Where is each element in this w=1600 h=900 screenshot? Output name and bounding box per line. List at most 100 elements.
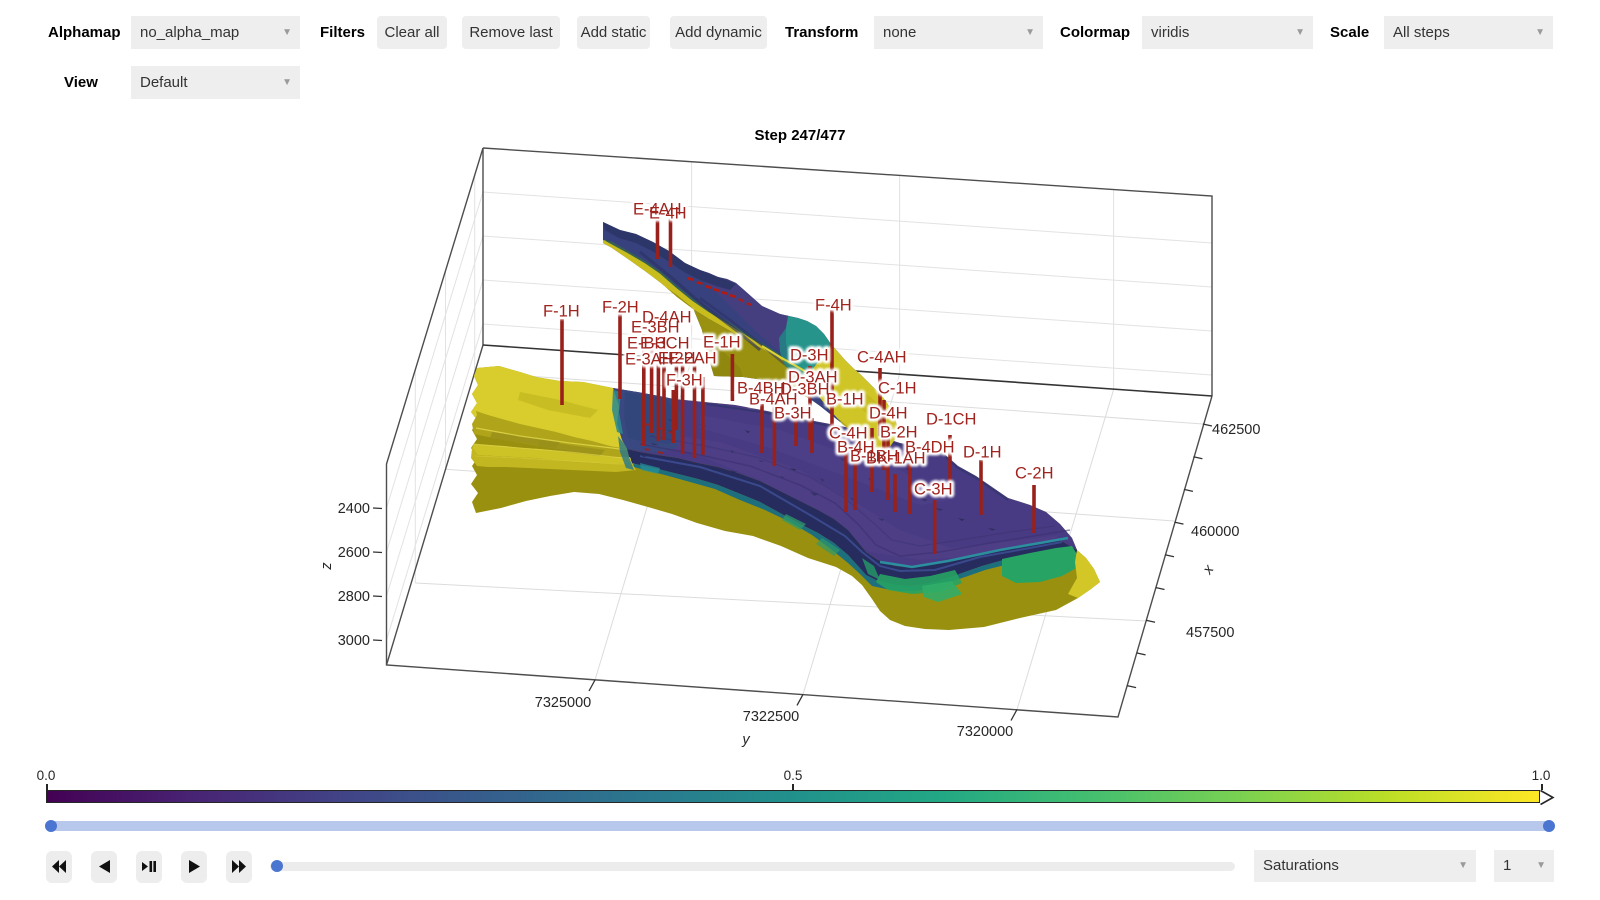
svg-text:E-BH: E-BH bbox=[627, 335, 666, 353]
svg-text:E-2AH: E-2AH bbox=[668, 350, 717, 368]
svg-text:E-1H: E-1H bbox=[703, 334, 741, 352]
svg-text:C-2H: C-2H bbox=[1015, 465, 1054, 483]
svg-text:D-3BH: D-3BH bbox=[780, 381, 830, 399]
svg-text:B-2H: B-2H bbox=[880, 424, 918, 442]
svg-text:B-3H: B-3H bbox=[774, 405, 812, 423]
svg-text:D-3AH: D-3AH bbox=[788, 369, 838, 387]
svg-text:D-4AH: D-4AH bbox=[642, 309, 692, 327]
svg-text:F-3H: F-3H bbox=[666, 372, 703, 390]
svg-text:457500: 457500 bbox=[1186, 625, 1234, 641]
svg-text:B-1H: B-1H bbox=[826, 391, 864, 409]
svg-text:D-1CH: D-1CH bbox=[926, 411, 976, 429]
svg-text:E-2AH: E-2AH bbox=[668, 350, 717, 368]
svg-text:D-4H: D-4H bbox=[869, 405, 908, 423]
svg-text:D-3H: D-3H bbox=[790, 347, 829, 365]
svg-text:7322500: 7322500 bbox=[743, 709, 799, 725]
svg-text:D-4AH: D-4AH bbox=[642, 309, 692, 327]
svg-text:C-2H: C-2H bbox=[1015, 465, 1054, 483]
svg-text:D-3BH: D-3BH bbox=[780, 381, 830, 399]
svg-text:B-2H: B-2H bbox=[880, 424, 918, 442]
svg-text:E-3CH: E-3CH bbox=[640, 335, 690, 353]
svg-text:E-1H: E-1H bbox=[703, 334, 741, 352]
svg-text:D-3H: D-3H bbox=[790, 347, 829, 365]
svg-text:E-1H: E-1H bbox=[703, 334, 741, 352]
svg-text:F-2H: F-2H bbox=[602, 299, 639, 317]
svg-text:E-2AH: E-2AH bbox=[668, 350, 717, 368]
svg-text:F-1H: F-1H bbox=[543, 303, 580, 321]
svg-text:E-4H: E-4H bbox=[649, 205, 687, 223]
svg-text:D-1H: D-1H bbox=[963, 444, 1002, 462]
svg-text:B-4BH: B-4BH bbox=[737, 380, 786, 398]
svg-text:D-1H: D-1H bbox=[963, 444, 1002, 462]
svg-text:B-4H: B-4H bbox=[837, 439, 875, 457]
svg-text:D-3H: D-3H bbox=[790, 347, 829, 365]
svg-text:E-2H: E-2H bbox=[658, 350, 696, 368]
svg-text:E-3AH: E-3AH bbox=[625, 351, 674, 369]
svg-text:F-3H: F-3H bbox=[666, 372, 703, 390]
svg-text:D-3AH: D-3AH bbox=[788, 369, 838, 387]
svg-text:E-4H: E-4H bbox=[649, 205, 687, 223]
svg-text:z: z bbox=[319, 562, 335, 571]
svg-text:E-4AH: E-4AH bbox=[633, 201, 682, 219]
svg-text:F-4H: F-4H bbox=[815, 297, 852, 315]
svg-text:B-2H: B-2H bbox=[880, 424, 918, 442]
svg-text:B-4AH: B-4AH bbox=[749, 391, 798, 409]
svg-text:2600: 2600 bbox=[338, 545, 370, 561]
svg-text:E-3AH: E-3AH bbox=[625, 351, 674, 369]
svg-text:E-4H: E-4H bbox=[649, 205, 687, 223]
svg-text:2800: 2800 bbox=[338, 589, 370, 605]
svg-text:E-2H: E-2H bbox=[658, 350, 696, 368]
svg-text:C-1H: C-1H bbox=[878, 380, 917, 398]
svg-text:F-2H: F-2H bbox=[602, 299, 639, 317]
svg-text:E-3BH: E-3BH bbox=[631, 319, 680, 337]
svg-text:F-2H: F-2H bbox=[602, 299, 639, 317]
svg-text:C-3H: C-3H bbox=[914, 481, 953, 499]
svg-text:B-1BH: B-1BH bbox=[850, 448, 899, 466]
svg-text:C-4H: C-4H bbox=[829, 425, 868, 443]
svg-text:B-4H: B-4H bbox=[837, 439, 875, 457]
svg-text:B-3H: B-3H bbox=[774, 405, 812, 423]
svg-text:C-4AH: C-4AH bbox=[857, 349, 907, 367]
svg-text:3000: 3000 bbox=[338, 633, 370, 649]
svg-text:F-1H: F-1H bbox=[543, 303, 580, 321]
svg-text:E-4AH: E-4AH bbox=[633, 201, 682, 219]
svg-text:BK-1AH: BK-1AH bbox=[866, 450, 926, 468]
svg-text:D-3BH: D-3BH bbox=[780, 381, 830, 399]
svg-text:E-3AH: E-3AH bbox=[625, 351, 674, 369]
svg-text:x: x bbox=[1200, 562, 1218, 579]
svg-text:2400: 2400 bbox=[338, 501, 370, 517]
svg-text:E-BH: E-BH bbox=[627, 335, 666, 353]
svg-text:y: y bbox=[741, 732, 750, 748]
svg-text:7325000: 7325000 bbox=[535, 695, 591, 711]
svg-text:B-1H: B-1H bbox=[826, 391, 864, 409]
svg-text:B-1BH: B-1BH bbox=[850, 448, 899, 466]
svg-text:E-BH: E-BH bbox=[627, 335, 666, 353]
svg-text:BK-1AH: BK-1AH bbox=[866, 450, 926, 468]
svg-text:E-3BH: E-3BH bbox=[631, 319, 680, 337]
svg-text:B-4AH: B-4AH bbox=[749, 391, 798, 409]
svg-text:D-4AH: D-4AH bbox=[642, 309, 692, 327]
svg-text:460000: 460000 bbox=[1191, 524, 1239, 540]
svg-text:E-3BH: E-3BH bbox=[631, 319, 680, 337]
svg-text:B-4DH: B-4DH bbox=[905, 439, 955, 457]
svg-text:C-1H: C-1H bbox=[878, 380, 917, 398]
svg-text:C-2H: C-2H bbox=[1015, 465, 1054, 483]
svg-text:B-4BH: B-4BH bbox=[737, 380, 786, 398]
svg-text:E-2H: E-2H bbox=[658, 350, 696, 368]
svg-text:F-3H: F-3H bbox=[666, 372, 703, 390]
svg-text:B-4BH: B-4BH bbox=[737, 380, 786, 398]
svg-text:D-3AH: D-3AH bbox=[788, 369, 838, 387]
svg-text:B-4DH: B-4DH bbox=[905, 439, 955, 457]
svg-text:B-4AH: B-4AH bbox=[749, 391, 798, 409]
svg-text:B-4H: B-4H bbox=[837, 439, 875, 457]
svg-text:F-4H: F-4H bbox=[815, 297, 852, 315]
svg-text:F-4H: F-4H bbox=[815, 297, 852, 315]
svg-text:B-1BH: B-1BH bbox=[850, 448, 899, 466]
svg-text:D-1CH: D-1CH bbox=[926, 411, 976, 429]
svg-text:Step 247/477: Step 247/477 bbox=[755, 127, 846, 144]
svg-text:C-4H: C-4H bbox=[829, 425, 868, 443]
svg-text:E-4AH: E-4AH bbox=[633, 201, 682, 219]
svg-text:D-1CH: D-1CH bbox=[926, 411, 976, 429]
svg-text:7320000: 7320000 bbox=[957, 724, 1013, 740]
svg-text:C-4AH: C-4AH bbox=[857, 349, 907, 367]
